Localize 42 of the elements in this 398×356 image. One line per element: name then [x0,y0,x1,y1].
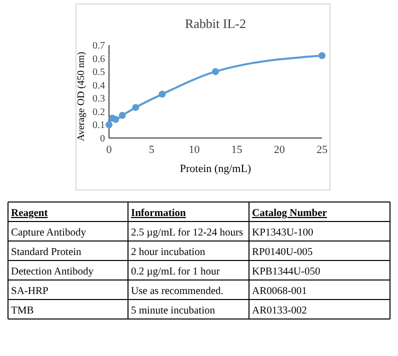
y-tick-label: 0.2 [92,106,105,118]
point [132,104,140,111]
point [106,121,112,128]
y-tick-label: 0.7 [92,40,105,52]
y-tick-label: 0.3 [92,94,105,105]
point [158,90,166,98]
y-tick-label: 0.5 [92,67,105,78]
text: Reagent [11,208,48,219]
x-tick-label: 10 [188,144,200,156]
text: RP0140U-005 [252,247,313,258]
text: AR0133-002 [252,306,307,316]
y-tick-label: 0.4 [92,80,105,92]
text: 2.5 µg/mL for 12-24 hours [131,228,244,238]
text: AR0068-001 [252,286,307,297]
point [118,112,126,119]
text: KP1343U-100 [252,228,314,238]
text: Detection Antibody [11,266,94,278]
text: 2 hour incubation [131,247,206,258]
text: Information [131,208,186,219]
x-tick-label: 5 [148,144,155,156]
text: KPB1344U-050 [252,266,320,278]
point [212,68,219,76]
x-axis-title: Protein (ng/mL) [180,163,252,175]
text: 0.2 µg/mL for 1 hour [131,266,220,278]
text: TMB [11,306,34,316]
y-axis-title: Average OD (450 nm) [76,52,87,142]
x-tick-label: 0 [106,144,112,156]
text: SA-HRP [11,286,49,297]
x-tick-label: 20 [274,144,286,156]
y-tick-label: 0 [100,134,105,144]
y-tick-label: 0.6 [92,54,105,65]
chart-title: Rabbit IL-2 [184,16,246,31]
text: Standard Protein [11,247,82,258]
y-tick-label: 0.1 [92,120,105,132]
point [112,116,120,123]
text: Use as recommended. [131,286,224,297]
x-tick-label: 15 [231,144,243,156]
point [318,52,326,60]
text: 5 minute incubation [131,306,216,316]
text: Capture Antibody [11,228,87,238]
text: Catalog Number [252,208,328,219]
x-tick-label: 25 [316,144,328,156]
